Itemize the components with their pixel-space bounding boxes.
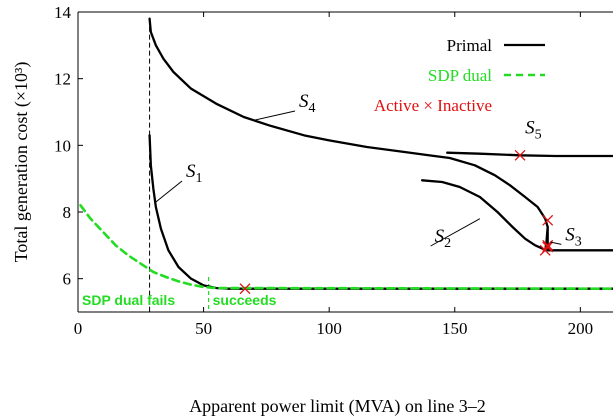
y-tick-label: 14 bbox=[54, 3, 72, 22]
legend: Primal SDP dual Active × Inactive bbox=[374, 28, 613, 118]
series-line-sdp-dual bbox=[79, 204, 613, 290]
series-label-leader bbox=[253, 110, 296, 121]
series-label: S5 bbox=[525, 118, 542, 143]
series-label: S1 bbox=[186, 161, 203, 186]
series-label-subscript: 3 bbox=[575, 234, 582, 249]
dual-fails-annotation: SDP dual fails bbox=[82, 292, 175, 308]
series-label-subscript: 5 bbox=[535, 128, 542, 143]
series-label: S3 bbox=[565, 224, 582, 249]
series-line-s1 bbox=[148, 134, 613, 290]
curves-layer bbox=[79, 17, 613, 312]
series-label-subscript: 4 bbox=[309, 101, 316, 116]
series-label-letter: S bbox=[299, 91, 309, 112]
legend-background bbox=[405, 28, 613, 118]
markers-layer bbox=[239, 149, 554, 295]
series-line-s5 bbox=[446, 151, 613, 158]
x-tick-label: 100 bbox=[316, 319, 342, 338]
dual-succeeds-annotation: succeeds bbox=[213, 292, 277, 308]
x-tick-label: 50 bbox=[195, 319, 212, 338]
series-line-s2 bbox=[420, 179, 547, 252]
series-label: S4 bbox=[299, 91, 316, 116]
series-label-leader bbox=[550, 241, 562, 245]
series-label-letter: S bbox=[435, 226, 445, 247]
legend-entry-label: Active × Inactive bbox=[374, 96, 492, 115]
series-label-leader bbox=[430, 218, 481, 247]
active-inactive-marker bbox=[542, 214, 554, 226]
y-tick-label: 6 bbox=[63, 270, 72, 289]
x-tick-label: 0 bbox=[74, 319, 83, 338]
y-tick-label: 12 bbox=[54, 70, 71, 89]
y-tick-label: 10 bbox=[54, 136, 71, 155]
legend-entry-label: Primal bbox=[447, 36, 493, 55]
series-label-letter: S bbox=[565, 224, 575, 245]
series-label: S2 bbox=[435, 226, 452, 251]
x-tick-label: 200 bbox=[568, 319, 594, 338]
x-tick-label: 150 bbox=[442, 319, 468, 338]
series-label-letter: S bbox=[525, 118, 535, 139]
active-inactive-marker bbox=[239, 283, 251, 295]
series-label-letter: S bbox=[186, 161, 196, 182]
legend-entry-label: SDP dual bbox=[428, 66, 492, 85]
series-label-leader bbox=[155, 180, 183, 203]
x-axis-label: Apparent power limit (MVA) on line 3–2 bbox=[189, 396, 486, 417]
active-inactive-marker bbox=[514, 149, 526, 161]
series-label-subscript: 2 bbox=[444, 236, 451, 251]
y-axis-label: Total generation cost (×10³) bbox=[11, 62, 32, 263]
y-tick-label: 8 bbox=[63, 203, 72, 222]
series-line-s4 bbox=[148, 17, 549, 229]
active-inactive-marker bbox=[542, 241, 554, 253]
series-label-subscript: 1 bbox=[196, 171, 203, 186]
